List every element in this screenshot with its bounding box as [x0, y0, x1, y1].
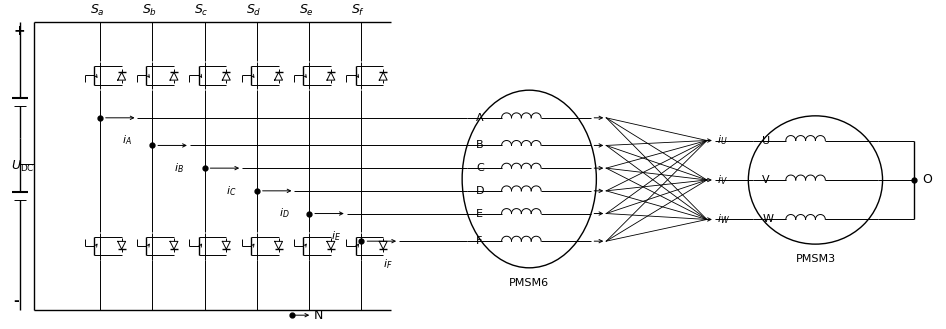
Text: U: U: [762, 136, 770, 145]
Text: $U_{\rm DC}$: $U_{\rm DC}$: [11, 159, 35, 174]
Text: W: W: [762, 215, 773, 224]
Text: PMSM3: PMSM3: [796, 254, 835, 264]
Text: $S_{e}$: $S_{e}$: [299, 3, 314, 18]
Text: F: F: [476, 236, 482, 246]
Text: +: +: [13, 24, 25, 38]
Text: N: N: [314, 309, 324, 322]
Text: $S_{d}$: $S_{d}$: [246, 3, 262, 18]
Text: $i_{W}$: $i_{W}$: [717, 213, 729, 226]
Text: D: D: [476, 186, 484, 196]
Text: E: E: [476, 209, 483, 218]
Text: C: C: [476, 163, 483, 173]
Text: $S_{f}$: $S_{f}$: [352, 3, 365, 18]
Text: $i_{U}$: $i_{U}$: [717, 134, 727, 147]
Text: PMSM6: PMSM6: [509, 278, 550, 288]
Text: O: O: [922, 173, 932, 187]
Text: V: V: [762, 175, 770, 185]
Text: -: -: [13, 294, 19, 308]
Text: $i_{C}$: $i_{C}$: [226, 184, 236, 198]
Text: $i_{E}$: $i_{E}$: [331, 229, 341, 243]
Text: $S_{b}$: $S_{b}$: [142, 3, 157, 18]
Text: $i_{D}$: $i_{D}$: [278, 207, 289, 220]
Text: $S_{a}$: $S_{a}$: [90, 3, 104, 18]
Text: A: A: [476, 113, 483, 123]
Text: $i_{A}$: $i_{A}$: [122, 134, 131, 147]
Text: $i_{F}$: $i_{F}$: [383, 257, 393, 271]
Text: $i_{B}$: $i_{B}$: [174, 161, 184, 175]
Text: $i_{V}$: $i_{V}$: [717, 173, 727, 187]
Text: B: B: [476, 140, 483, 150]
Text: $S_{c}$: $S_{c}$: [194, 3, 209, 18]
